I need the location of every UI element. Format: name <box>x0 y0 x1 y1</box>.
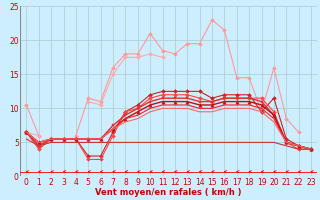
X-axis label: Vent moyen/en rafales ( km/h ): Vent moyen/en rafales ( km/h ) <box>95 188 242 197</box>
